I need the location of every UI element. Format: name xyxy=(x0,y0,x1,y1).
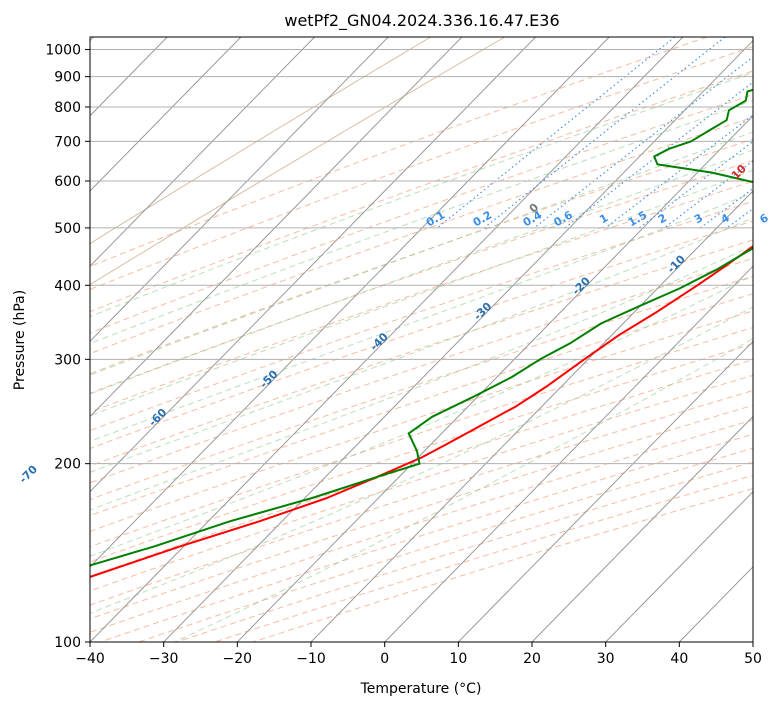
moist-adiabat xyxy=(90,169,753,417)
mixing-ratio-line xyxy=(663,160,753,229)
y-tick-label: 900 xyxy=(54,70,81,86)
isotherm-label: -70 xyxy=(17,463,40,486)
moist-adiabat xyxy=(90,245,753,511)
moist-adiabat xyxy=(90,274,753,557)
moist-adiabat xyxy=(90,192,753,442)
mixing-ratio-label: 0.1 xyxy=(424,208,447,229)
x-axis-label: Temperature (°C) xyxy=(360,681,482,697)
y-tick-label: 200 xyxy=(54,457,81,473)
plot-frame xyxy=(89,36,754,643)
y-axis-label: Pressure (hPa) xyxy=(12,290,28,390)
x-tick-label: −30 xyxy=(149,651,179,667)
isotherm-line xyxy=(163,39,753,642)
x-tick-label: 50 xyxy=(744,651,762,667)
isotherm-label: -50 xyxy=(257,367,280,390)
x-tick-label: −20 xyxy=(223,651,253,667)
mixing-ratio-line xyxy=(700,187,753,229)
isotherm-label: -60 xyxy=(146,406,169,429)
mixing-ratio-label: 2 xyxy=(656,211,669,226)
grid-layer xyxy=(90,37,775,642)
dry-adiabat xyxy=(90,138,753,375)
mixing-ratio-line xyxy=(564,81,753,229)
x-tick-label: 20 xyxy=(523,651,541,667)
mixing-ratio-line xyxy=(605,114,753,229)
y-tick-label: 500 xyxy=(54,221,81,237)
dry-adiabat xyxy=(90,257,753,484)
isotherm-line xyxy=(457,340,753,642)
moist-adiabat xyxy=(90,149,753,395)
dry-adiabat xyxy=(90,37,708,268)
x-tick-label: 40 xyxy=(670,651,688,667)
y-tick-label: 1000 xyxy=(45,43,81,59)
isotherm-line xyxy=(90,37,536,493)
isotherm-line xyxy=(384,265,753,642)
dry-adiabat xyxy=(90,374,753,592)
dry-adiabat xyxy=(90,160,753,394)
mixing-ratio-label: 1 xyxy=(597,211,610,226)
isotherm-line xyxy=(531,415,753,642)
isotherm-line xyxy=(90,37,315,267)
isotherm-label: -40 xyxy=(368,330,391,353)
isotherm-label: -20 xyxy=(570,274,593,297)
x-tick-label: −40 xyxy=(75,651,105,667)
dry-adiabat xyxy=(90,343,753,563)
isotherm-line xyxy=(90,37,242,192)
mixing-ratio-label: 3 xyxy=(692,211,705,226)
moist-adiabat xyxy=(90,217,753,473)
isotherm-line xyxy=(310,190,753,642)
moist-adiabat-label: 10 xyxy=(729,162,749,182)
isotherm-label: -10 xyxy=(665,252,688,275)
mixing-ratio-label: 6 xyxy=(757,211,770,226)
moist-adiabat xyxy=(174,338,753,642)
isotherm-line xyxy=(90,37,610,568)
y-tick-label: 700 xyxy=(54,134,81,150)
dry-adiabat xyxy=(90,293,753,517)
moist-adiabat xyxy=(90,99,753,345)
moisture-curve xyxy=(90,37,431,245)
x-tick-label: 0 xyxy=(380,651,389,667)
moist-adiabat xyxy=(90,306,753,614)
isotherm-line xyxy=(752,641,753,642)
mixing-ratio-line xyxy=(766,37,775,228)
dry-adiabat xyxy=(90,46,753,290)
dry-adiabat xyxy=(90,180,753,413)
moist-adiabat xyxy=(90,72,753,318)
dry-adiabat xyxy=(90,389,753,606)
dry-adiabat xyxy=(90,310,753,532)
dry-adiabat xyxy=(90,200,753,432)
series-layer xyxy=(90,88,753,578)
isotherm-line xyxy=(605,490,753,642)
overlay-labels: -100-90-80-70-60-50-40-30-20-100.10.20.4… xyxy=(17,162,771,486)
y-tick-label: 600 xyxy=(54,174,81,190)
moisture-curve xyxy=(90,37,506,286)
isotherm-line xyxy=(90,37,684,642)
y-tick-label: 400 xyxy=(54,278,81,294)
dry-adiabat xyxy=(90,239,753,467)
isotherm-line xyxy=(90,37,389,343)
x-tick-label: 30 xyxy=(597,651,615,667)
isotherm-label: -30 xyxy=(471,300,494,323)
dry-adiabat xyxy=(90,70,753,313)
mixing-ratio-line xyxy=(533,56,753,229)
isotherm-line xyxy=(90,37,463,418)
axis-layer: −40 −30 −20 −10 0 10 20 30 40 50 1000 900 800 700 600 5… xyxy=(45,43,762,667)
mixing-ratio-label: 0.2 xyxy=(471,208,494,229)
x-tick-label: 10 xyxy=(449,651,467,667)
chart-title: wetPf2_GN04.2024.336.16.47.E36 xyxy=(284,11,559,31)
y-tick-label: 100 xyxy=(54,635,81,651)
sounding-series-line xyxy=(90,88,753,567)
mixing-ratio-line xyxy=(483,37,726,229)
isotherm-line xyxy=(236,115,753,642)
y-tick-label: 800 xyxy=(54,100,81,116)
x-tick-label: −10 xyxy=(296,651,326,667)
mixing-ratio-line xyxy=(437,37,676,229)
y-tick-label: 300 xyxy=(54,352,81,368)
dry-adiabat xyxy=(100,433,753,642)
dry-adiabat xyxy=(176,461,753,642)
